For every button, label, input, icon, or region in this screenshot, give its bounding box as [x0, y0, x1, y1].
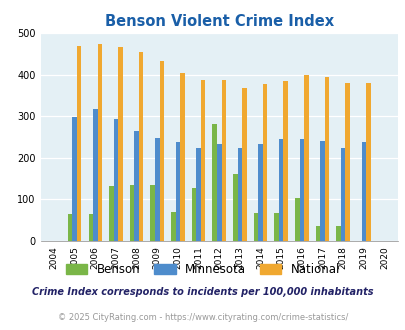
Bar — [365, 83, 370, 241]
Bar — [118, 47, 122, 241]
Bar — [232, 174, 237, 241]
Bar — [253, 213, 258, 241]
Bar — [212, 124, 216, 241]
Bar — [130, 185, 134, 241]
Bar — [72, 117, 77, 241]
Text: Crime Index corresponds to incidents per 100,000 inhabitants: Crime Index corresponds to incidents per… — [32, 287, 373, 297]
Title: Benson Violent Crime Index: Benson Violent Crime Index — [104, 14, 333, 29]
Text: © 2025 CityRating.com - https://www.cityrating.com/crime-statistics/: © 2025 CityRating.com - https://www.city… — [58, 313, 347, 322]
Bar — [88, 214, 93, 241]
Bar — [150, 185, 155, 241]
Bar — [216, 144, 221, 241]
Bar — [283, 81, 287, 241]
Bar — [134, 131, 139, 241]
Bar — [299, 140, 303, 241]
Bar — [237, 148, 241, 241]
Bar — [324, 77, 328, 241]
Bar — [159, 61, 164, 241]
Bar — [93, 109, 97, 241]
Bar — [113, 119, 118, 241]
Bar — [340, 148, 345, 241]
Bar — [278, 140, 283, 241]
Bar — [262, 84, 267, 241]
Bar — [196, 148, 200, 241]
Bar — [97, 44, 102, 241]
Bar — [77, 46, 81, 241]
Bar — [241, 88, 246, 241]
Bar — [258, 145, 262, 241]
Bar — [360, 142, 365, 241]
Bar — [335, 225, 340, 241]
Bar — [345, 83, 349, 241]
Bar — [200, 80, 205, 241]
Legend: Benson, Minnesota, National: Benson, Minnesota, National — [61, 258, 344, 281]
Bar — [320, 141, 324, 241]
Bar — [180, 73, 184, 241]
Bar — [68, 214, 72, 241]
Bar — [139, 52, 143, 241]
Bar — [171, 212, 175, 241]
Bar — [221, 80, 226, 241]
Bar — [191, 188, 196, 241]
Bar — [109, 185, 113, 241]
Bar — [294, 198, 299, 241]
Bar — [315, 225, 320, 241]
Bar — [175, 142, 180, 241]
Bar — [155, 138, 159, 241]
Bar — [303, 76, 308, 241]
Bar — [274, 213, 278, 241]
